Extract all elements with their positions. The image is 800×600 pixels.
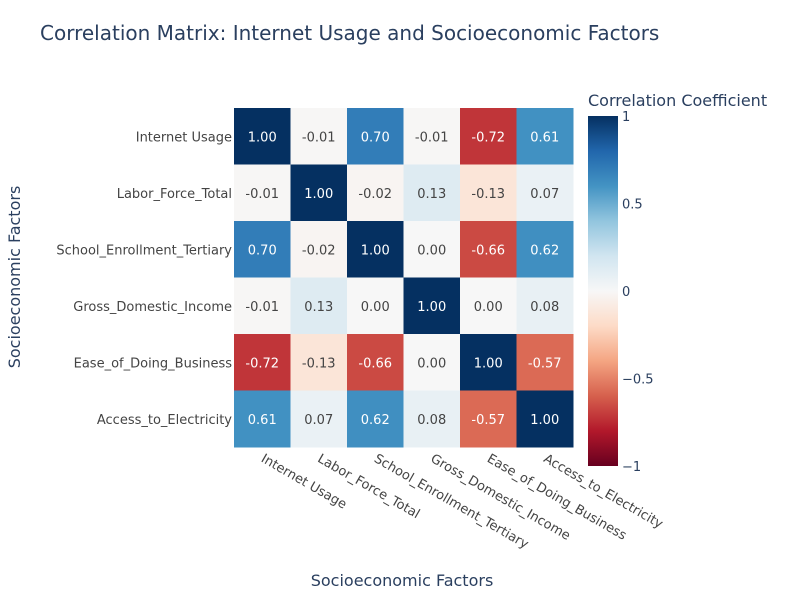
heatmap-cell: [290, 221, 348, 278]
colorbar-tick-label: 0: [622, 285, 630, 300]
x-tick-label: Labor_Force_Total: [315, 451, 422, 522]
heatmap-cell: [290, 164, 348, 222]
heatmap-cell-value: -0.57: [471, 413, 505, 428]
colorbar-tick-label: −0.5: [622, 373, 654, 388]
y-axis-tick-labels: Internet Usage Labor_Force_Total School_En…: [56, 130, 232, 428]
heatmap-cell: [460, 390, 517, 448]
heatmap-cell-value: 0.13: [304, 300, 333, 315]
heatmap-cell: [403, 334, 461, 391]
heatmap-cell-value: 0.62: [530, 243, 559, 258]
x-axis-label: Socioeconomic Factors: [311, 571, 494, 590]
heatmap-cell: [460, 334, 517, 391]
heatmap-cell: [516, 277, 574, 335]
heatmap-cell-value: -0.72: [471, 130, 505, 145]
heatmap-cell: [347, 164, 404, 222]
heatmap-cell-value: -0.01: [245, 300, 279, 315]
heatmap-cell-value: 1.00: [248, 130, 277, 145]
y-tick-label: School_Enrollment_Tertiary: [56, 243, 232, 258]
heatmap-cell-value: 0.08: [530, 300, 559, 315]
x-axis-tick-labels: Internet UsageLabor_Force_TotalSchool_En…: [258, 451, 665, 552]
heatmap-cell-value: -0.13: [471, 187, 505, 202]
heatmap-cell: [403, 221, 461, 278]
heatmap-cell: [234, 221, 291, 278]
heatmap-cell-value: -0.02: [358, 187, 392, 202]
heatmap-cell: [234, 277, 291, 335]
colorbar-tick-label: 0.5: [622, 198, 643, 213]
heatmap-cell: [234, 334, 291, 391]
heatmap-cell-value: 0.00: [417, 243, 446, 258]
heatmap-cell: [347, 221, 404, 278]
heatmap-cell: [290, 277, 348, 335]
heatmap-cell: [516, 221, 574, 278]
heatmap-cell-value: 0.61: [530, 130, 559, 145]
heatmap-cell: [290, 108, 348, 165]
heatmap-cell: [460, 221, 517, 278]
y-axis-label: Socioeconomic Factors: [5, 186, 24, 369]
heatmap-cell: [347, 390, 404, 448]
heatmap-cell-value: 1.00: [304, 187, 333, 202]
heatmap-cell-value: 1.00: [530, 413, 559, 428]
heatmap-cell-value: 0.07: [530, 187, 559, 202]
heatmap-cell-value: -0.13: [302, 356, 336, 371]
heatmap-cell: [516, 390, 574, 448]
colorbar-title: Correlation Coefficient: [588, 91, 767, 110]
heatmap-cells: [234, 108, 574, 448]
heatmap-cell-value: 1.00: [361, 243, 390, 258]
heatmap-cell-value: 0.62: [361, 413, 390, 428]
y-tick-label: Ease_of_Doing_Business: [74, 356, 233, 371]
heatmap-cell: [460, 108, 517, 165]
y-tick-label: Gross_Domestic_Income: [73, 300, 232, 315]
y-tick-label: Labor_Force_Total: [117, 187, 232, 202]
heatmap-cell: [347, 277, 404, 335]
colorbar: [588, 116, 618, 466]
heatmap-cell-value: 0.61: [248, 413, 277, 428]
heatmap-cell-value: 0.00: [417, 356, 446, 371]
y-tick-label: Internet Usage: [136, 130, 232, 145]
heatmap-cell-value: -0.57: [528, 356, 562, 371]
heatmap-cell-value: -0.01: [415, 130, 449, 145]
heatmap-value-labels: 1.00 -0.01 0.70 -0.01 -0.72 0.61 -0.01 1.00 -0.0…: [245, 130, 561, 428]
heatmap-cell: [290, 334, 348, 391]
heatmap-cell-value: 1.00: [417, 300, 446, 315]
heatmap-cell-value: -0.66: [471, 243, 505, 258]
heatmap-cell: [234, 390, 291, 448]
heatmap-cell-value: 1.00: [474, 356, 503, 371]
heatmap-cell: [290, 390, 348, 448]
heatmap-cell: [460, 277, 517, 335]
heatmap-cell: [460, 164, 517, 222]
heatmap-cell-value: -0.01: [302, 130, 336, 145]
heatmap-cell: [403, 277, 461, 335]
chart-title: Correlation Matrix: Internet Usage and S…: [40, 21, 659, 45]
y-tick-label: Access_to_Electricity: [97, 413, 232, 428]
heatmap-cell-value: 0.08: [417, 413, 446, 428]
heatmap-cell: [234, 164, 291, 222]
heatmap-cell-value: 0.70: [248, 243, 277, 258]
heatmap-cell: [516, 164, 574, 222]
heatmap-cell-value: -0.01: [245, 187, 279, 202]
heatmap-cell: [403, 108, 461, 165]
heatmap-cell-value: 0.00: [361, 300, 390, 315]
heatmap-cell-value: -0.72: [245, 356, 279, 371]
colorbar-tick-label: −1: [622, 460, 641, 475]
heatmap-cell: [516, 334, 574, 391]
heatmap-cell: [234, 108, 291, 165]
heatmap-cell-value: 0.13: [417, 187, 446, 202]
heatmap-cell-value: 0.07: [304, 413, 333, 428]
heatmap-cell: [347, 108, 404, 165]
heatmap-cell-value: 0.00: [474, 300, 503, 315]
colorbar-tick-labels: 1 0.5 0 −0.5 −1: [622, 110, 654, 475]
colorbar-tick-label: 1: [622, 110, 630, 125]
heatmap-cell: [347, 334, 404, 391]
heatmap-cell: [403, 164, 461, 222]
heatmap-cell-value: -0.02: [302, 243, 336, 258]
heatmap-cell-value: 0.70: [361, 130, 390, 145]
heatmap-cell: [516, 108, 574, 165]
heatmap-cell-value: -0.66: [358, 356, 392, 371]
heatmap-cell: [403, 390, 461, 448]
